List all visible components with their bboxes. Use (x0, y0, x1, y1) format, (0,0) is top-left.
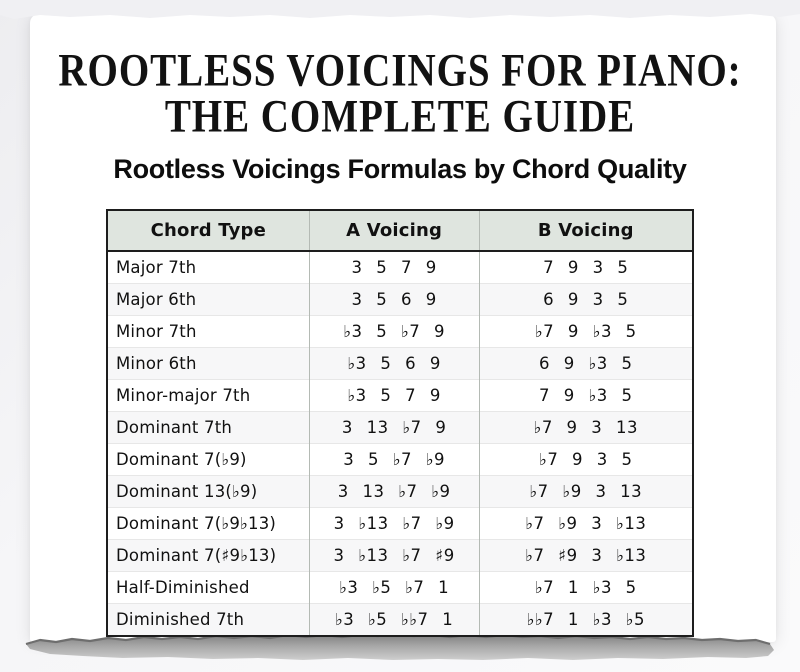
chord-type-cell: Dominant 13(♭9) (107, 475, 310, 508)
table-row: Dominant 7(♯9♭13) 3 ♭13 ♭7 ♯9 ♭7 ♯9 3 ♭1… (107, 539, 693, 572)
b-voicing-cell: ♭♭7 1 ♭3 ♭5 (478, 603, 693, 636)
b-voicing-cell: ♭7 9 3 5 (478, 443, 693, 476)
chord-type-cell: Major 7th (116, 258, 197, 277)
page-subtitle: Rootless Voicings Formulas by Chord Qual… (113, 154, 687, 184)
b-voicing-cell: 7 9 ♭3 5 (478, 379, 693, 412)
table-row: Minor-major 7th ♭3 5 7 9 7 9 ♭3 5 (107, 379, 693, 412)
a-voicing-cell: 3 5 6 9 (308, 283, 480, 316)
page-title-line-1: Rootless Voicings for Piano: (58, 45, 742, 97)
b-voicing-cell: ♭7 ♭9 3 ♭13 (478, 507, 693, 540)
a-voicing-cell: ♭3 5 7 9 (308, 379, 480, 412)
table-row: Dominant 13(♭9) 3 13 ♭7 ♭9 ♭7 ♭9 3 13 (107, 475, 693, 508)
a-voicing-cell: 3 13 ♭7 9 (308, 411, 480, 444)
chord-type-cell: Major 6th (107, 283, 310, 316)
table-row: Dominant 7(♭9) 3 5 ♭7 ♭9 ♭7 9 3 5 (107, 443, 693, 476)
a-voicing-cell: ♭3 ♭5 ♭7 1 (308, 571, 480, 604)
chord-type-cell: Dominant 7th (107, 411, 310, 444)
a-voicing-cell: 3 ♭13 ♭7 ♭9 (308, 507, 480, 540)
b-voicing-cell: 6 9 ♭3 5 (478, 347, 693, 380)
chord-type-cell: Minor-major 7th (107, 379, 310, 412)
chord-type-cell: Dominant 7(♭9♭13) (107, 507, 310, 540)
a-voicing-cell: 3 13 ♭7 ♭9 (308, 475, 480, 508)
table-row: Diminished 7th ♭3 ♭5 ♭♭7 1 ♭♭7 1 ♭3 ♭5 (107, 603, 693, 636)
table-row: Minor 7th ♭3 5 ♭7 9 ♭7 9 ♭3 5 (107, 315, 693, 348)
b-voicing-cell: 7 9 3 5 (478, 251, 693, 284)
b-voicing-cell: ♭7 ♯9 3 ♭13 (478, 539, 693, 572)
a-voicing-cell: ♭3 ♭5 ♭♭7 1 (308, 603, 480, 636)
chord-type-cell: Minor 7th (107, 315, 310, 348)
b-voicing-cell: ♭7 9 ♭3 5 (478, 315, 693, 348)
b-voicing-cell: ♭7 9 3 13 (478, 411, 693, 444)
voicings-table: Chord Type A Voicing B Voicing Major 7th… (106, 209, 694, 637)
table-row: Dominant 7(♭9♭13) 3 ♭13 ♭7 ♭9 ♭7 ♭9 3 ♭1… (107, 507, 693, 540)
a-voicing-cell: 3 5 ♭7 ♭9 (308, 443, 480, 476)
a-voicing-cell: 3 ♭13 ♭7 ♯9 (308, 539, 480, 572)
header-a-voicing: A Voicing (308, 210, 480, 252)
chord-type-cell: Half-Diminished (107, 571, 310, 604)
table-header-row: Chord Type A Voicing B Voicing (107, 210, 693, 252)
chord-type-cell: Minor 6th (107, 347, 310, 380)
a-voicing-cell: ♭3 5 ♭7 9 (308, 315, 480, 348)
b-voicing-cell: ♭7 ♭9 3 13 (478, 475, 693, 508)
chord-type-cell: Dominant 7(♭9) (107, 443, 310, 476)
header-chord-type: Chord Type (107, 210, 310, 252)
chord-type-cell: Dominant 7(♯9♭13) (107, 539, 310, 572)
page-content: Rootless Voicings for Piano: The Complet… (28, 48, 772, 637)
header-b-voicing: B Voicing (478, 210, 693, 252)
page-title: Rootless Voicings for Piano: The Complet… (28, 48, 772, 140)
a-voicing-cell: 3 5 7 9 (308, 251, 480, 284)
b-voicing-cell: ♭7 1 ♭3 5 (478, 571, 693, 604)
table-row: Half-Diminished ♭3 ♭5 ♭7 1 ♭7 1 ♭3 5 (107, 571, 693, 604)
a-voicing-cell: ♭3 5 6 9 (308, 347, 480, 380)
table-row: Major 7th 3 5 7 9 7 9 3 5 (107, 251, 693, 284)
b-voicing-cell: 6 9 3 5 (478, 283, 693, 316)
table-row: Major 6th 3 5 6 9 6 9 3 5 (107, 283, 693, 316)
page-title-line-2: The Complete Guide (164, 92, 636, 143)
chord-type-cell: Diminished 7th (107, 603, 310, 636)
table-row: Minor 6th ♭3 5 6 9 6 9 ♭3 5 (107, 347, 693, 380)
table-row: Dominant 7th 3 13 ♭7 9 ♭7 9 3 13 (107, 411, 693, 444)
